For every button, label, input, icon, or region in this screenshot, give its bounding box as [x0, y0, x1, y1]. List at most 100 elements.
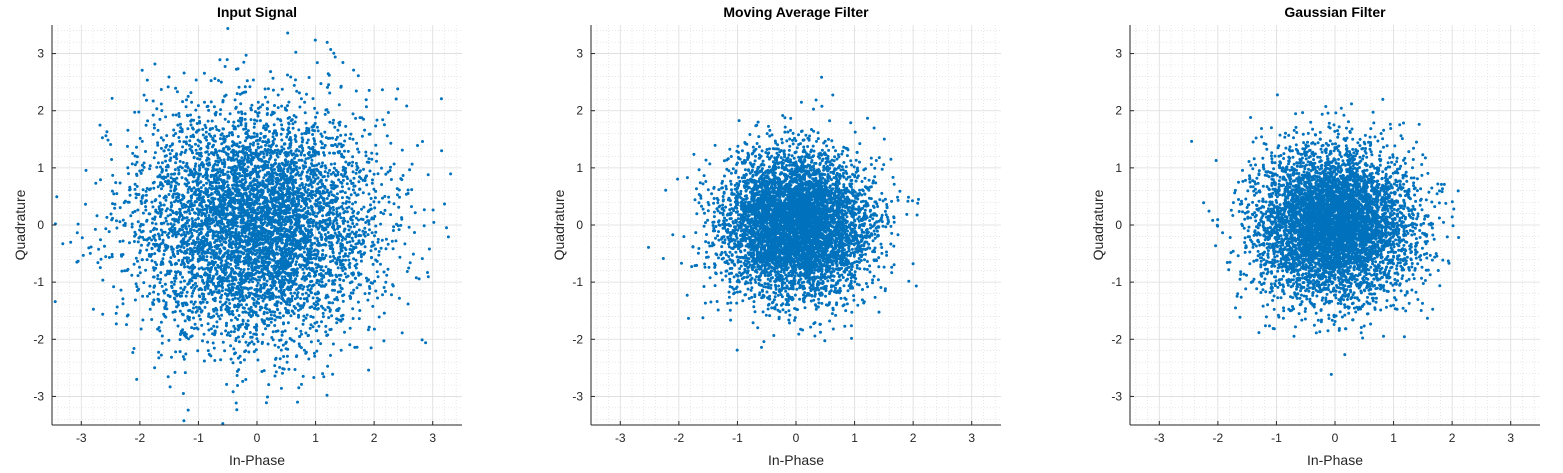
- data-point: [187, 200, 190, 203]
- data-point: [244, 178, 247, 181]
- data-point: [344, 228, 347, 231]
- data-point: [261, 333, 264, 336]
- data-point: [286, 355, 289, 358]
- data-point: [256, 155, 259, 158]
- data-point: [301, 141, 304, 144]
- data-point: [409, 261, 412, 264]
- data-point: [381, 88, 384, 91]
- data-point: [248, 145, 251, 148]
- data-point: [236, 318, 239, 321]
- data-point: [372, 263, 375, 266]
- data-point: [221, 162, 224, 165]
- data-point: [351, 222, 354, 225]
- data-point: [216, 325, 219, 328]
- data-point: [398, 196, 401, 199]
- data-point: [359, 283, 362, 286]
- data-point: [355, 223, 358, 226]
- data-point: [334, 56, 337, 59]
- data-point: [177, 169, 180, 172]
- data-point: [312, 225, 315, 228]
- data-point: [282, 355, 285, 358]
- data-point: [355, 162, 358, 165]
- data-point: [302, 323, 305, 326]
- data-point: [236, 309, 239, 312]
- data-point: [395, 98, 398, 101]
- data-point: [207, 349, 210, 352]
- data-point: [184, 286, 187, 289]
- data-point: [328, 237, 331, 240]
- data-point: [279, 232, 282, 235]
- data-point: [141, 164, 144, 167]
- data-point: [204, 126, 207, 129]
- data-point: [297, 386, 300, 389]
- data-point: [378, 316, 381, 319]
- data-point: [384, 290, 387, 293]
- data-point: [101, 313, 104, 316]
- data-point: [267, 148, 270, 151]
- data-point: [271, 259, 274, 262]
- data-point: [263, 311, 266, 314]
- data-point: [154, 151, 157, 154]
- data-point: [379, 211, 382, 214]
- data-point: [255, 149, 258, 152]
- data-point: [363, 251, 366, 254]
- data-point: [298, 284, 301, 287]
- data-point: [205, 172, 208, 175]
- data-point: [354, 201, 357, 204]
- data-point: [234, 194, 237, 197]
- data-point: [165, 303, 168, 306]
- data-point: [208, 142, 211, 145]
- data-point: [365, 175, 368, 178]
- data-point: [255, 348, 258, 351]
- data-point: [326, 306, 329, 309]
- data-point: [266, 141, 269, 144]
- data-point: [326, 190, 329, 193]
- data-point: [206, 150, 209, 153]
- data-point: [218, 168, 221, 171]
- data-point: [374, 225, 377, 228]
- data-point: [310, 323, 313, 326]
- data-point: [194, 190, 197, 193]
- data-point: [393, 163, 396, 166]
- data-point: [282, 202, 285, 205]
- data-point: [242, 199, 245, 202]
- data-point: [318, 298, 321, 301]
- data-point: [125, 323, 128, 326]
- data-point: [141, 295, 144, 298]
- data-point: [342, 179, 345, 182]
- data-point: [239, 93, 242, 96]
- data-point: [145, 124, 148, 127]
- data-point: [202, 175, 205, 178]
- data-point: [123, 201, 126, 204]
- data-point: [160, 321, 163, 324]
- data-point: [360, 260, 363, 263]
- data-point: [213, 359, 216, 362]
- data-point: [332, 171, 335, 174]
- data-point: [349, 133, 352, 136]
- data-point: [243, 332, 246, 335]
- data-point: [177, 173, 180, 176]
- data-point: [185, 98, 188, 101]
- data-point: [164, 115, 167, 118]
- data-point: [128, 241, 131, 244]
- data-point: [161, 342, 164, 345]
- data-point: [232, 361, 235, 364]
- data-point: [310, 340, 313, 343]
- data-point: [293, 305, 296, 308]
- data-point: [200, 239, 203, 242]
- data-point: [368, 193, 371, 196]
- data-point: [428, 248, 431, 251]
- data-point: [191, 310, 194, 313]
- data-point: [291, 215, 294, 218]
- data-point: [251, 280, 254, 283]
- data-point: [241, 335, 244, 338]
- data-point: [314, 154, 317, 157]
- data-point: [365, 154, 368, 157]
- data-point: [166, 223, 169, 226]
- data-point: [338, 252, 341, 255]
- data-point: [303, 259, 306, 262]
- data-point: [379, 263, 382, 266]
- data-point: [277, 346, 280, 349]
- data-point: [282, 148, 285, 151]
- data-point: [271, 111, 274, 114]
